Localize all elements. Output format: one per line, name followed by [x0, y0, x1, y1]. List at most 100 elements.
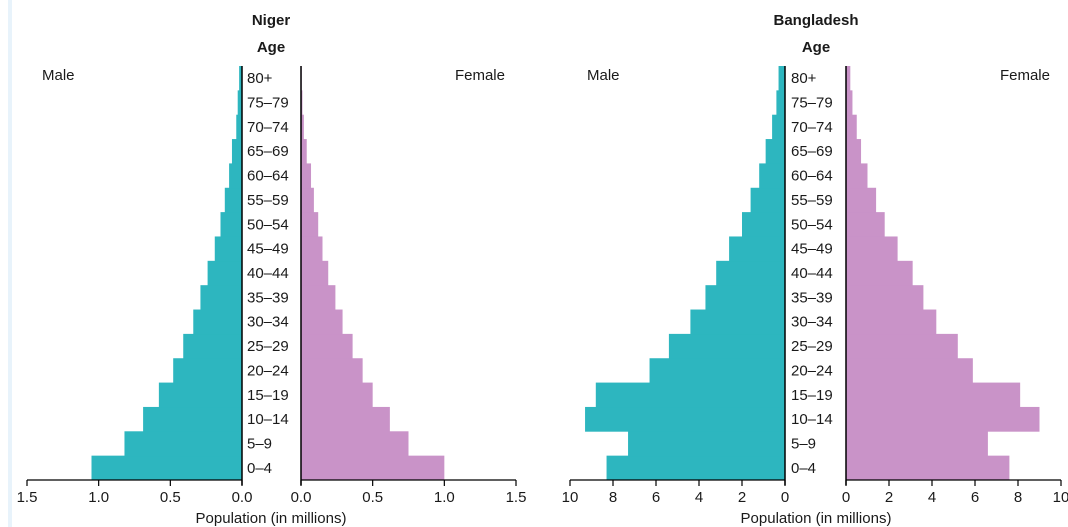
- niger-male-bar: [220, 212, 242, 237]
- bangladesh-male-tick-label: 2: [738, 489, 746, 506]
- niger-male-bar: [239, 66, 242, 91]
- niger-age-label: 45–49: [247, 241, 289, 258]
- bangladesh-age-label: 65–69: [791, 143, 833, 160]
- niger-title: Niger: [252, 12, 291, 29]
- niger-male-bar: [237, 90, 242, 116]
- bangladesh-age-label: 70–74: [791, 119, 833, 136]
- bangladesh-male-bar: [759, 163, 785, 189]
- niger-age-label: 10–14: [247, 411, 289, 428]
- niger-female-tick-label: 0.5: [362, 489, 383, 506]
- bangladesh-female-bar: [846, 114, 857, 140]
- bangladesh-female-tick-label: 4: [928, 489, 936, 506]
- niger-male-bar: [91, 455, 242, 481]
- niger-male-bar: [200, 285, 242, 310]
- niger-age-label: 80+: [247, 70, 273, 87]
- bangladesh-male-bar: [765, 139, 785, 164]
- bangladesh-female-tick-label: 2: [885, 489, 893, 506]
- niger-male-bar: [214, 236, 242, 262]
- bangladesh-female-bar: [846, 382, 1021, 408]
- bangladesh-age-label: 45–49: [791, 241, 833, 258]
- bangladesh-age-label: 35–39: [791, 289, 833, 306]
- niger-axes: 1.5 1.0 0.5 0.0 0.0 0.5 1.0 1.5: [17, 66, 526, 506]
- bangladesh-age-label: 10–14: [791, 411, 833, 428]
- bangladesh-female-tick-label: 6: [971, 489, 979, 506]
- niger-male-bar: [173, 358, 242, 383]
- niger-male-bar: [124, 431, 242, 457]
- bangladesh-male-bar: [595, 382, 785, 408]
- bangladesh-female-label: Female: [1000, 67, 1050, 84]
- niger-female-bar: [301, 187, 314, 213]
- niger-male-tick-label: 0.0: [232, 489, 253, 506]
- bangladesh-female-bar: [846, 139, 862, 164]
- niger-age-label: 50–54: [247, 216, 289, 233]
- bangladesh-male-bar: [778, 66, 785, 91]
- bangladesh-age-label: 5–9: [791, 435, 816, 452]
- niger-age-label: 15–19: [247, 387, 289, 404]
- niger-male-bar: [229, 163, 242, 189]
- niger-male-label: Male: [42, 67, 75, 84]
- bangladesh-male-bar: [585, 406, 785, 432]
- bangladesh-male-bar: [606, 455, 785, 481]
- bangladesh-female-bar: [846, 90, 853, 116]
- niger-male-bar: [231, 139, 242, 164]
- niger-male-bar: [183, 333, 242, 359]
- bangladesh-male-tick-label: 6: [652, 489, 660, 506]
- bangladesh-male-label: Male: [587, 67, 620, 84]
- bangladesh-age-label: 50–54: [791, 216, 833, 233]
- bangladesh-female-bar: [846, 285, 924, 310]
- bangladesh-female-bar: [846, 455, 1010, 481]
- niger-age-label: 55–59: [247, 192, 289, 209]
- bangladesh-age-label: 0–4: [791, 460, 816, 477]
- niger-female-bar: [301, 431, 409, 457]
- bangladesh-male-bar: [772, 114, 785, 140]
- bangladesh-x-axis-label: Population (in millions): [741, 510, 892, 527]
- bangladesh-axes: 10 8 6 4 2 0 0 2 4 6 8 10: [562, 66, 1068, 506]
- bangladesh-age-label: 80+: [791, 70, 817, 87]
- niger-female-bar: [301, 114, 304, 140]
- bangladesh-male-bar: [716, 260, 785, 286]
- niger-age-label: 40–44: [247, 265, 289, 282]
- bangladesh-female-tick-label: 8: [1014, 489, 1022, 506]
- niger-female-bar: [301, 333, 353, 359]
- niger-male-tick-label: 1.0: [88, 489, 109, 506]
- bangladesh-male-bar: [776, 90, 785, 116]
- niger-bars: [91, 66, 445, 481]
- niger-age-label: 75–79: [247, 95, 289, 112]
- bangladesh-female-bar: [846, 236, 898, 262]
- bangladesh-female-bar: [846, 333, 958, 359]
- bangladesh-male-bar: [628, 431, 785, 457]
- niger-male-bar: [193, 309, 242, 335]
- bangladesh-female-bar: [846, 431, 988, 457]
- bangladesh-age-label: 40–44: [791, 265, 833, 282]
- niger-male-bar: [236, 114, 242, 140]
- niger-female-bar: [301, 455, 445, 481]
- niger-age-label: 30–34: [247, 314, 289, 331]
- bangladesh-female-bar: [846, 163, 868, 189]
- bangladesh-title: Bangladesh: [773, 12, 858, 29]
- niger-age-label: 0–4: [247, 460, 272, 477]
- niger-female-bar: [301, 163, 312, 189]
- niger-female-tick-label: 1.0: [434, 489, 455, 506]
- bangladesh-male-bar: [649, 358, 785, 383]
- niger-age-label: 5–9: [247, 435, 272, 452]
- bangladesh-bars: [585, 66, 1040, 481]
- bangladesh-male-tick-label: 4: [695, 489, 703, 506]
- bangladesh-female-tick-label: 10: [1053, 489, 1068, 506]
- niger-female-tick-label: 0.0: [291, 489, 312, 506]
- bangladesh-male-tick-label: 0: [781, 489, 789, 506]
- niger-age-labels: 0–4 5–9 10–14 15–19 20–24 25–29 30–34 35–39 40–4…: [247, 70, 289, 477]
- bangladesh-female-bar: [846, 309, 937, 335]
- bangladesh-female-bar: [846, 406, 1040, 432]
- niger-male-bar: [207, 260, 242, 286]
- bangladesh-male-tick-label: 8: [609, 489, 617, 506]
- niger-female-bar: [301, 358, 363, 383]
- niger-male-tick-label: 1.5: [17, 489, 38, 506]
- page-left-rule: [8, 0, 12, 527]
- niger-male-bar: [158, 382, 242, 408]
- bangladesh-age-label: 25–29: [791, 338, 833, 355]
- niger-male-tick-label: 0.5: [160, 489, 181, 506]
- bangladesh-age-label: 60–64: [791, 168, 833, 185]
- niger-age-label: 20–24: [247, 362, 289, 379]
- bangladesh-female-bar: [846, 66, 851, 91]
